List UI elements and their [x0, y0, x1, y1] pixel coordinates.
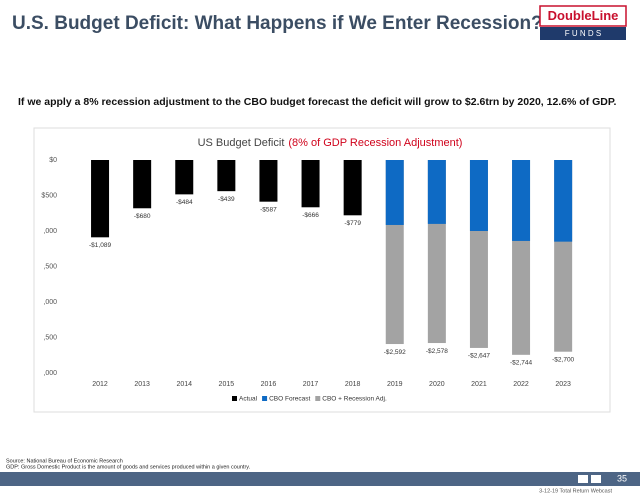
logo-box — [539, 5, 627, 27]
bar — [512, 160, 531, 241]
legend-label: Actual — [239, 396, 258, 403]
x-tick-label: 2016 — [261, 381, 277, 388]
value-label: -$2,578 — [426, 348, 448, 355]
x-tick-label: 2023 — [555, 381, 571, 388]
note: GDP: Gross Domestic Product is the amoun… — [6, 464, 251, 470]
logo-band — [540, 27, 626, 40]
x-tick-label: 2015 — [219, 381, 235, 388]
legend-label: CBO Forecast — [269, 396, 310, 403]
y-tick-label: $500 — [41, 192, 57, 199]
bar — [343, 160, 362, 216]
legend-label: CBO + Recession Adj. — [322, 396, 387, 403]
footer-mark — [578, 475, 588, 483]
logo-text: DoubleLine — [548, 8, 619, 23]
bar — [469, 160, 488, 231]
chart-title-note: (8% of GDP Recession Adjustment) — [288, 137, 462, 149]
footer-date: 3-12-19 Total Return Webcast — [539, 488, 612, 494]
source: Source: National Bureau of Economic Rese… — [6, 458, 123, 464]
y-tick-label: ,000 — [43, 299, 57, 306]
slide-title: U.S. Budget Deficit: What Happens if We … — [12, 13, 543, 34]
value-label: -$2,700 — [552, 356, 574, 363]
logo-subtext: F U N D S — [565, 29, 601, 38]
footer-band — [0, 472, 640, 486]
bar — [427, 160, 446, 224]
legend: Actual CBO Forecast CBO + Recession Adj. — [232, 396, 387, 403]
value-label: -$2,647 — [468, 353, 490, 360]
x-tick-label: 2019 — [387, 381, 403, 388]
value-label: -$666 — [302, 212, 319, 219]
bar — [385, 160, 404, 225]
value-label: -$2,744 — [510, 360, 532, 367]
chart-title: US Budget Deficit (8% of GDP Recession Ad… — [198, 137, 463, 149]
x-tick-label: 2013 — [134, 381, 150, 388]
x-tick-label: 2022 — [513, 381, 529, 388]
footer-mark — [591, 475, 601, 483]
plot: $0 $500 ,000 ,500 ,000 ,500 ,000 2012 2013 2014 20… — [41, 157, 574, 388]
bar — [217, 160, 236, 192]
value-label: -$484 — [176, 199, 193, 206]
page-number: 35 — [617, 473, 627, 483]
bar — [554, 160, 573, 242]
value-label: -$439 — [218, 196, 235, 203]
legend-swatch — [262, 396, 268, 401]
value-label: -$680 — [134, 213, 151, 220]
chart-title-main: US Budget Deficit — [198, 137, 285, 149]
value-label: -$1,089 — [89, 242, 111, 249]
x-tick-label: 2018 — [345, 381, 361, 388]
value-label: -$2,592 — [384, 349, 406, 356]
y-tick-label: ,500 — [43, 263, 57, 270]
bar — [175, 160, 194, 195]
value-label: -$587 — [260, 206, 277, 213]
y-tick-label: ,500 — [43, 334, 57, 341]
legend-swatch — [232, 396, 237, 401]
y-tick-label: ,000 — [43, 370, 57, 377]
bar — [259, 160, 278, 202]
x-tick-label: 2020 — [429, 381, 445, 388]
legend-swatch — [315, 396, 321, 401]
x-tick-label: 2021 — [471, 381, 487, 388]
bar — [301, 160, 320, 208]
y-tick-label: $0 — [49, 157, 57, 164]
y-tick-label: ,000 — [43, 228, 57, 235]
x-tick-label: 2014 — [176, 381, 192, 388]
bar — [91, 160, 110, 238]
bar — [133, 160, 152, 209]
x-tick-label: 2017 — [303, 381, 319, 388]
x-tick-label: 2012 — [92, 381, 108, 388]
subtitle: If we apply a 8% recession adjustment to… — [18, 96, 617, 108]
value-label: -$779 — [344, 220, 361, 227]
